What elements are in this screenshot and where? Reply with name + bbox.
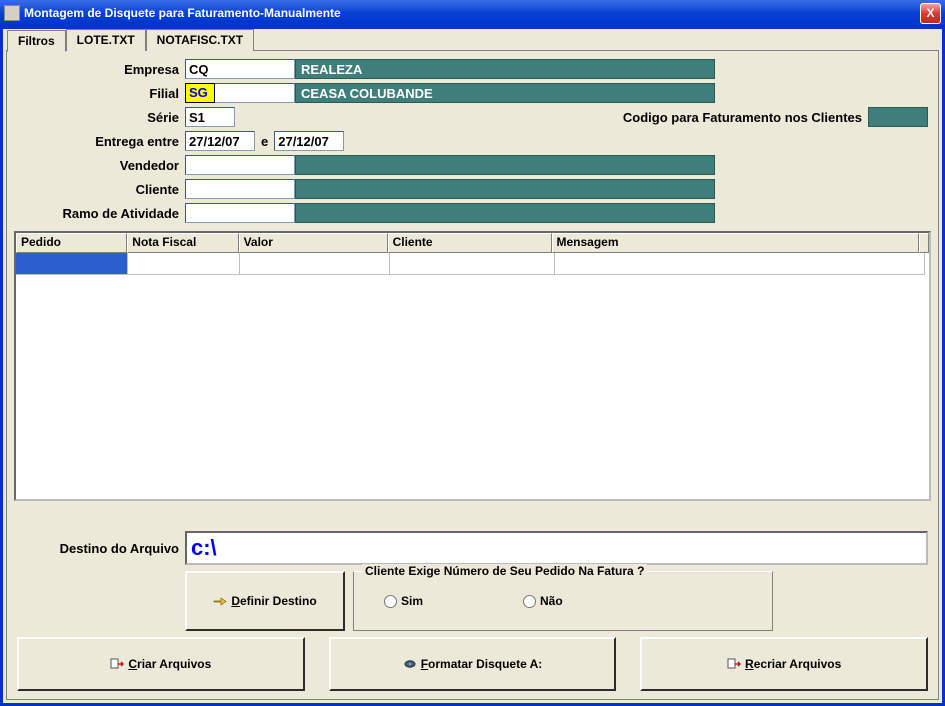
close-button[interactable]: X	[920, 3, 941, 24]
label-ramo: Ramo de Atividade	[17, 206, 185, 221]
tab-lote-txt[interactable]: LOTE.TXT	[66, 29, 146, 51]
grid-col-4[interactable]: Mensagem	[552, 233, 919, 253]
grid-col-1[interactable]: Nota Fiscal	[127, 233, 238, 253]
label-serie: Série	[17, 110, 185, 125]
input-cliente-code[interactable]	[185, 179, 295, 199]
client-area: Filtros LOTE.TXT NOTAFISC.TXT Empresa RE…	[3, 29, 942, 703]
label-entrega: Entrega entre	[17, 134, 185, 149]
input-serie-code[interactable]	[185, 107, 235, 127]
mid-controls: Definir Destino Cliente Exige Número de …	[185, 571, 928, 631]
input-ramo-code[interactable]	[185, 203, 295, 223]
criar-arquivos-button[interactable]: Criar Arquivos	[17, 637, 305, 691]
display-cliente-desc	[295, 179, 715, 199]
groupbox-cliente-exige: Cliente Exige Número de Seu Pedido Na Fa…	[353, 571, 773, 631]
row-empresa: Empresa REALEZA	[17, 57, 928, 81]
filters-area: Empresa REALEZA Filial SG CEASA COLUBAND…	[17, 57, 928, 225]
groupbox-legend: Cliente Exige Número de Seu Pedido Na Fa…	[362, 564, 647, 578]
app-icon	[4, 5, 20, 21]
label-cliente: Cliente	[17, 182, 185, 197]
grid-cell[interactable]	[240, 253, 390, 275]
label-destino: Destino do Arquivo	[17, 541, 185, 556]
grid-cell[interactable]	[555, 253, 925, 275]
input-entrega-de[interactable]	[185, 131, 255, 151]
display-filial-desc: CEASA COLUBANDE	[295, 83, 715, 103]
window-frame: Montagem de Disquete para Faturamento-Ma…	[0, 0, 945, 706]
radio-sim[interactable]: Sim	[384, 594, 423, 608]
input-entrega-ate[interactable]	[274, 131, 344, 151]
grid-col-3[interactable]: Cliente	[388, 233, 552, 253]
grid-row[interactable]	[16, 253, 929, 275]
window-title: Montagem de Disquete para Faturamento-Ma…	[24, 6, 920, 20]
grid-cell[interactable]	[128, 253, 240, 275]
label-vendedor: Vendedor	[17, 158, 185, 173]
grid-cell[interactable]	[390, 253, 555, 275]
input-filial-code[interactable]: SG	[185, 83, 215, 103]
results-grid[interactable]: PedidoNota FiscalValorClienteMensagem	[14, 231, 931, 501]
display-codigo-fat	[868, 107, 928, 127]
titlebar[interactable]: Montagem de Disquete para Faturamento-Ma…	[0, 0, 945, 26]
row-ramo: Ramo de Atividade	[17, 201, 928, 225]
input-empresa-code[interactable]	[185, 59, 295, 79]
input-vendedor-code[interactable]	[185, 155, 295, 175]
row-vendedor: Vendedor	[17, 153, 928, 177]
tab-strip: Filtros LOTE.TXT NOTAFISC.TXT	[7, 29, 254, 51]
label-codigo-fat: Codigo para Faturamento nos Clientes	[617, 110, 868, 125]
doc-out-icon	[727, 658, 741, 670]
tab-panel-filtros: Empresa REALEZA Filial SG CEASA COLUBAND…	[6, 50, 939, 700]
doc-out-icon	[110, 658, 124, 670]
label-filial: Filial	[17, 86, 185, 101]
recriar-arquivos-button[interactable]: Recriar Arquivos	[640, 637, 928, 691]
display-empresa-desc: REALEZA	[295, 59, 715, 79]
label-empresa: Empresa	[17, 62, 185, 77]
tab-notafisc-txt[interactable]: NOTAFISC.TXT	[146, 29, 254, 51]
grid-col-0[interactable]: Pedido	[16, 233, 127, 253]
grid-header: PedidoNota FiscalValorClienteMensagem	[16, 233, 929, 253]
label-entrega-e: e	[255, 134, 274, 149]
row-filial: Filial SG CEASA COLUBANDE	[17, 81, 928, 105]
row-destino: Destino do Arquivo	[17, 531, 928, 565]
bottom-buttons: Criar Arquivos Formatar Disquete A: Recr…	[17, 637, 928, 691]
tab-filtros[interactable]: Filtros	[7, 30, 66, 52]
definir-destino-button[interactable]: Definir Destino	[185, 571, 345, 631]
row-cliente: Cliente	[17, 177, 928, 201]
grid-cell[interactable]	[16, 253, 128, 275]
input-destino[interactable]	[185, 531, 928, 565]
display-vendedor-desc	[295, 155, 715, 175]
display-ramo-desc	[295, 203, 715, 223]
hand-point-icon	[213, 595, 227, 607]
row-entrega: Entrega entre e	[17, 129, 928, 153]
radio-nao[interactable]: Não	[523, 594, 563, 608]
row-serie: Série Codigo para Faturamento nos Client…	[17, 105, 928, 129]
disk-icon	[403, 658, 417, 670]
grid-col-2[interactable]: Valor	[239, 233, 388, 253]
formatar-disquete-button[interactable]: Formatar Disquete A:	[329, 637, 617, 691]
